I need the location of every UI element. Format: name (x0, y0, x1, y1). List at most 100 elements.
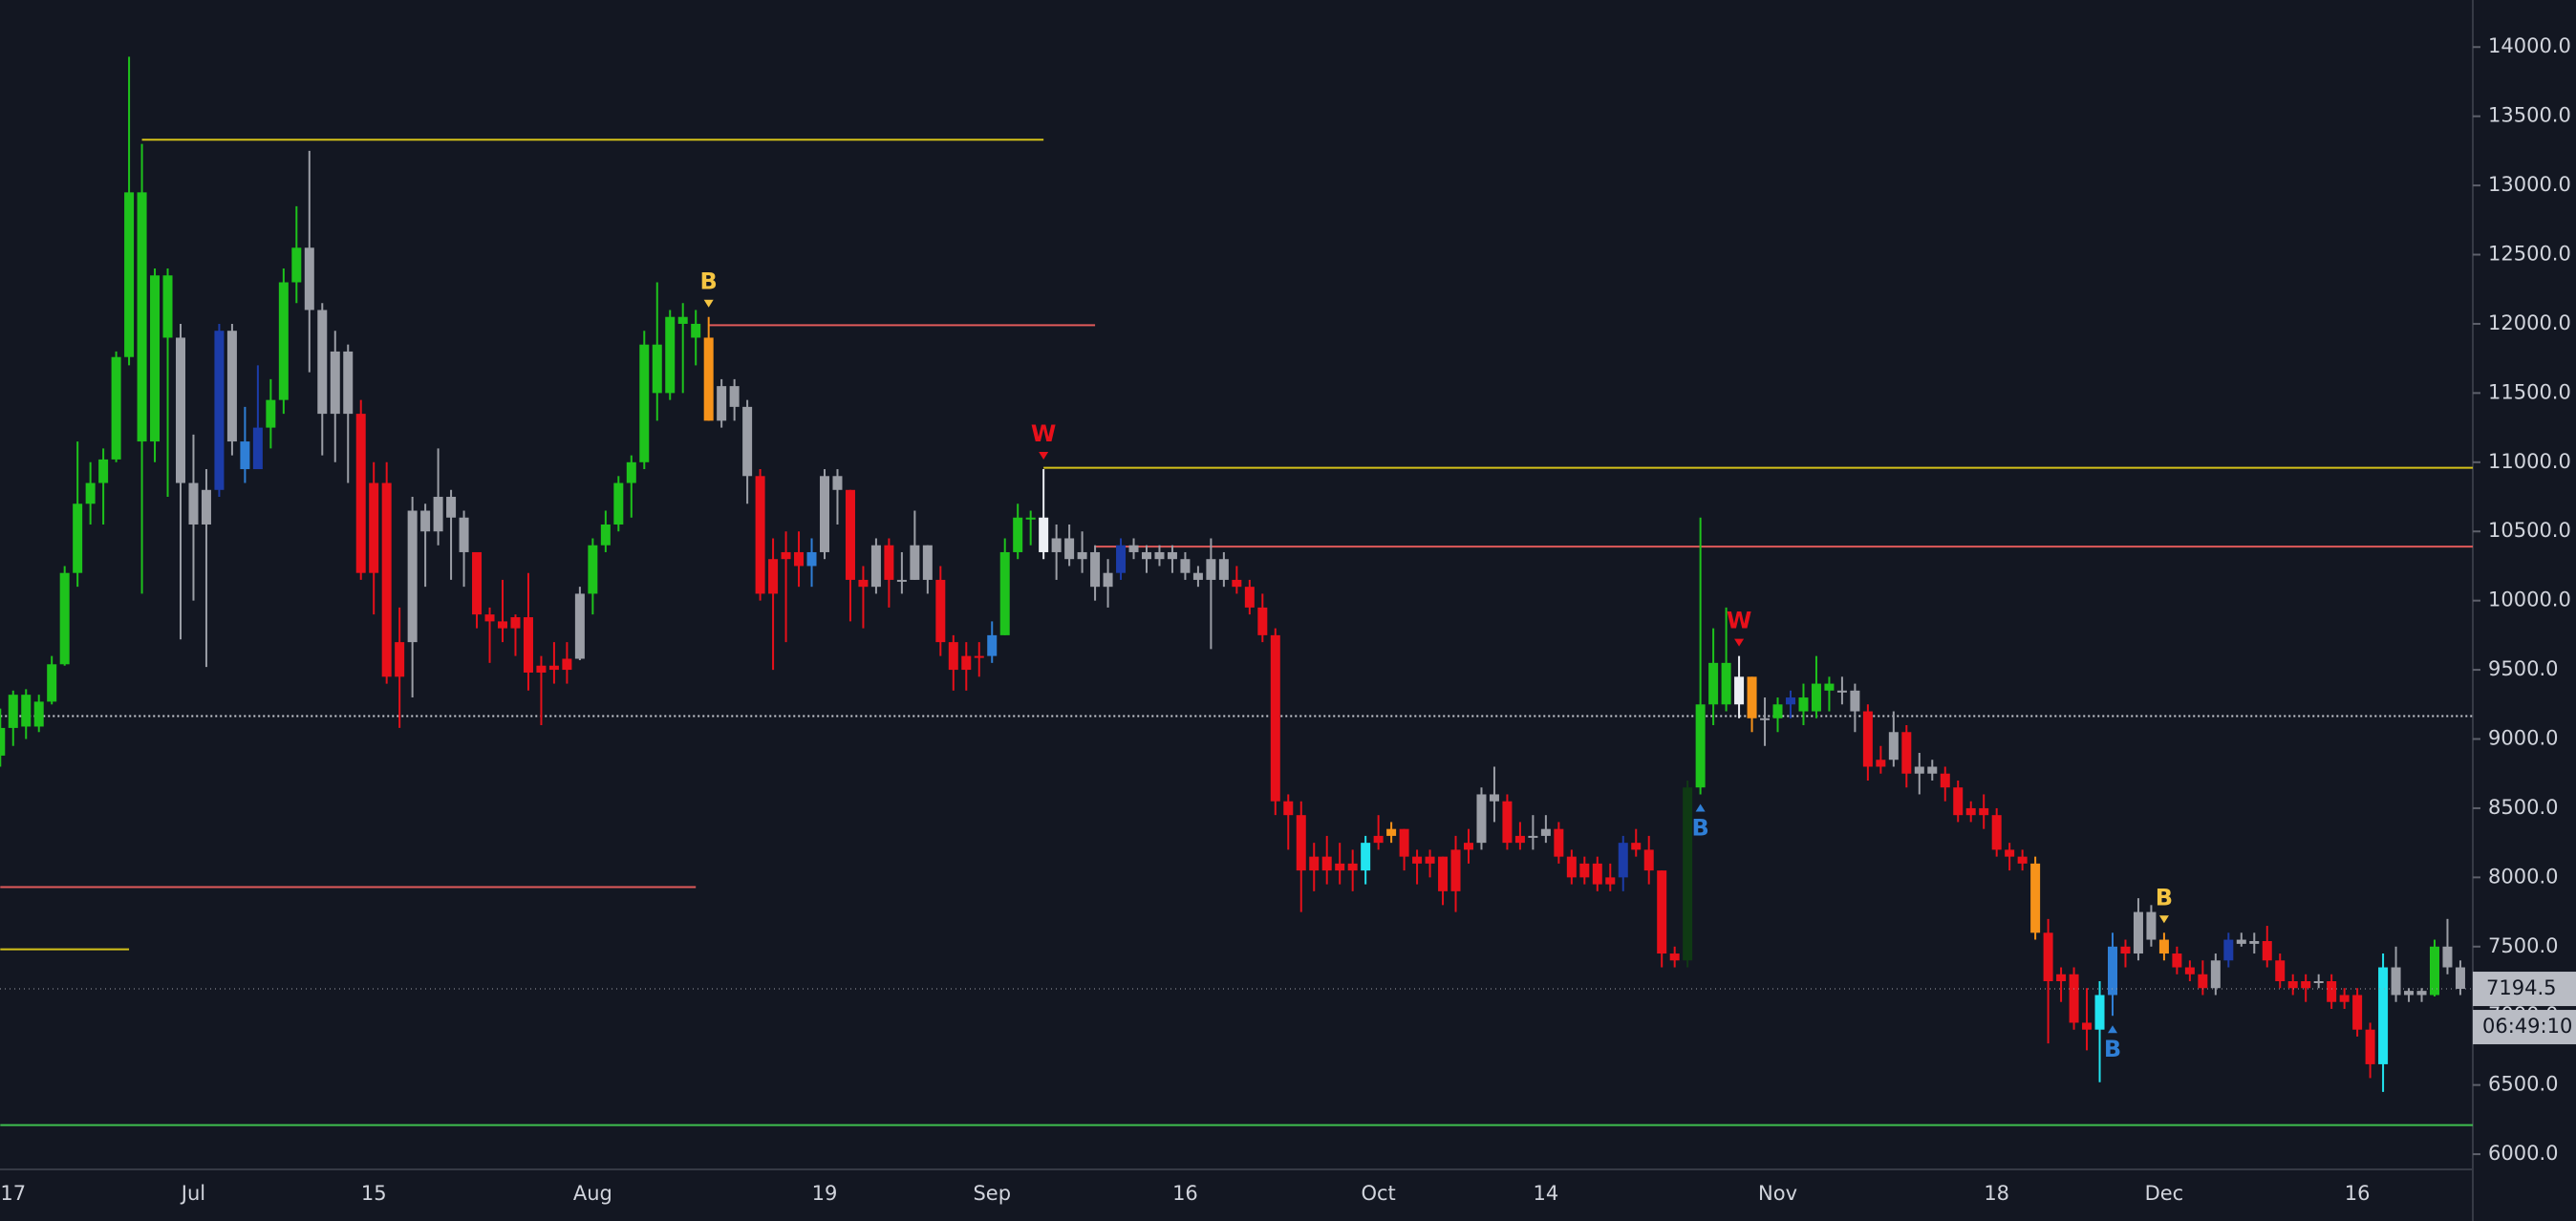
last-price-label: 7194.5 (2486, 976, 2556, 999)
candle-body (2172, 953, 2182, 968)
candle-body (1927, 766, 1938, 774)
candle-body (1103, 572, 1113, 588)
y-tick-label: 7500.0 (2488, 934, 2558, 957)
last-price-box (2473, 972, 2576, 1007)
candle-body (1901, 732, 1912, 774)
candle-body (2339, 995, 2350, 1002)
candle-body (510, 617, 521, 629)
candle-body (433, 497, 443, 532)
candle-body (652, 344, 662, 394)
candle-body (266, 399, 276, 428)
candle-body (2069, 974, 2079, 1023)
candle-body (1514, 835, 1525, 844)
candle-body (420, 510, 431, 532)
candle-body (1772, 704, 1783, 718)
candle-body (8, 695, 18, 728)
candle-body (2210, 960, 2221, 989)
candle-body (961, 655, 972, 671)
candle-body (562, 658, 572, 671)
candle-body (1257, 607, 1268, 635)
candle-body (1309, 856, 1320, 871)
y-tick-label: 11500.0 (2488, 380, 2571, 403)
candle-body (355, 414, 366, 573)
signal-arrow (703, 299, 714, 308)
signal-label: B (2104, 1036, 2121, 1062)
candle-body (1180, 559, 1191, 573)
candle-body (1154, 551, 1165, 560)
candle-body (2005, 849, 2015, 857)
candle-body (2378, 967, 2389, 1064)
candle-body (548, 665, 559, 671)
candle-body (407, 510, 418, 643)
candle-body (1914, 766, 1924, 774)
candle-body (677, 316, 688, 324)
candle-body (523, 617, 533, 673)
candle-body (2455, 967, 2465, 990)
candle-body (0, 727, 6, 756)
candle-body (304, 247, 314, 311)
candle-body (1643, 849, 1654, 871)
candle-body (1025, 517, 1036, 520)
candle-body (1232, 579, 1242, 588)
candle-body (1335, 863, 1345, 871)
candle-body (2120, 946, 2131, 954)
candle-body (2249, 940, 2260, 944)
x-tick-label: 18 (1984, 1182, 2009, 1205)
candle-body (896, 579, 907, 582)
candle-body (1657, 870, 1667, 954)
candle-body (2287, 981, 2298, 989)
candle-body (343, 351, 354, 415)
candle-body (794, 551, 805, 567)
candle-body (1721, 662, 1731, 705)
candle-body (768, 559, 779, 594)
signal-arrow (1734, 638, 1745, 647)
candle-body (472, 551, 483, 615)
candle-body (1206, 559, 1216, 580)
candle-body (1605, 877, 1616, 885)
candle-body (703, 337, 714, 421)
candle-body (1979, 807, 1989, 816)
x-tick-label: 17 (0, 1182, 26, 1205)
candle-body (2313, 981, 2324, 984)
candle-body (21, 695, 32, 727)
candle-body (381, 482, 392, 677)
candle-body (47, 664, 57, 702)
candle-body (1013, 517, 1023, 552)
candle-body (1502, 801, 1513, 844)
candle-body (755, 476, 765, 594)
candle-body (2365, 1029, 2375, 1064)
candle-body (600, 524, 611, 546)
candle-body (1786, 697, 1795, 705)
candle-body (214, 331, 225, 490)
candle-body (1540, 828, 1551, 836)
x-tick-label: Aug (573, 1182, 612, 1205)
candle-body (1798, 697, 1809, 712)
candle-body (948, 642, 958, 671)
candle-body (137, 192, 147, 442)
x-tick-label: 16 (1172, 1182, 1198, 1205)
candle-body (1128, 545, 1139, 552)
candle-body (395, 642, 405, 677)
candle-body (498, 621, 507, 629)
candle-body (1991, 815, 2002, 850)
candle-body (1090, 551, 1101, 588)
candle-body (1965, 807, 1976, 816)
candle-body (1425, 856, 1435, 864)
candle-body (226, 331, 237, 442)
candle-body (1618, 843, 1628, 878)
signal-arrow (1695, 803, 1706, 812)
candle-body (1399, 828, 1409, 857)
candle-body (1708, 662, 1719, 705)
candle-body (1373, 835, 1384, 844)
candle-body (1450, 849, 1461, 891)
candle-body (832, 476, 843, 490)
candle-body (999, 551, 1010, 635)
candle-body (2108, 946, 2117, 996)
y-tick-label: 12000.0 (2488, 311, 2571, 334)
y-tick-label: 6000.0 (2488, 1142, 2558, 1165)
candle-body (626, 461, 636, 483)
signal-label: B (700, 268, 718, 295)
candle-body (2275, 960, 2286, 982)
candle-body (2262, 940, 2272, 961)
